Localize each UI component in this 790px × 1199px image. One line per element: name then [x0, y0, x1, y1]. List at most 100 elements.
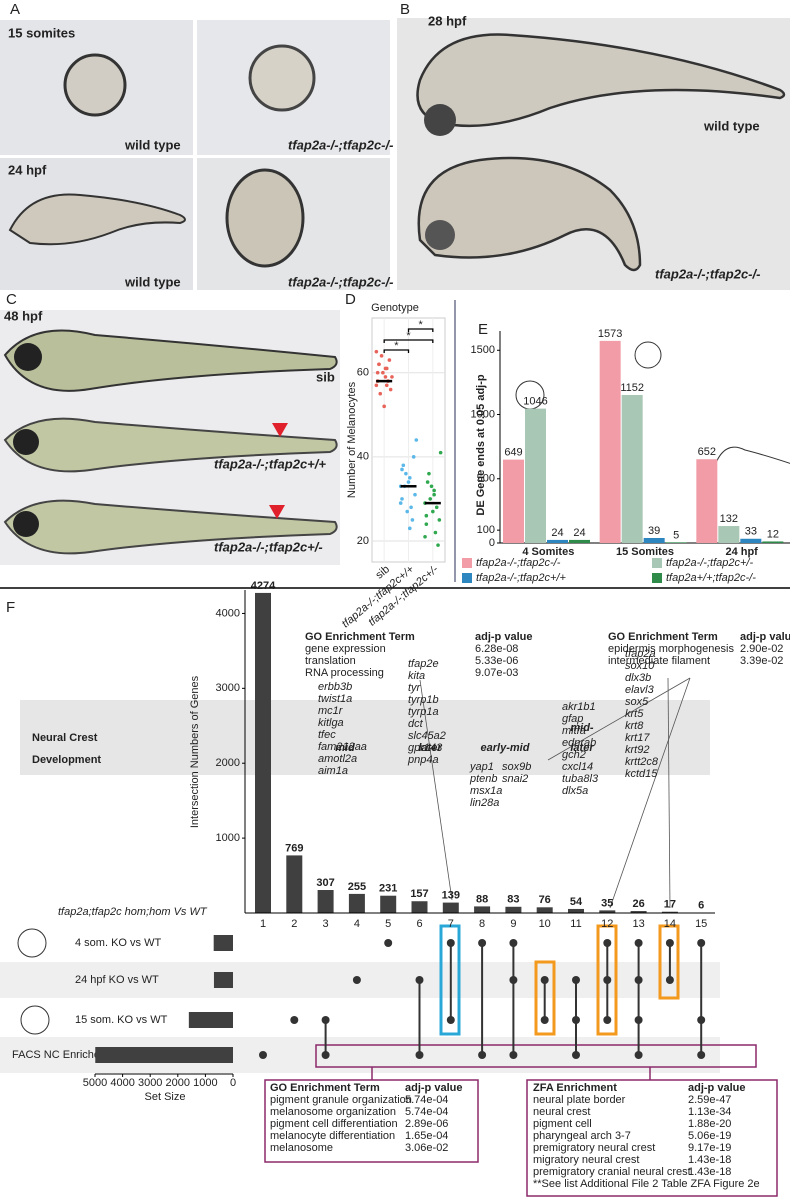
- significance-bracket: [407, 328, 434, 332]
- significance-label: *: [406, 330, 411, 342]
- table-cell: 1.13e-34: [688, 1106, 731, 1118]
- data-point: [434, 505, 439, 510]
- genotype-label: tfap2a-/-;tfap2c-/-: [655, 266, 760, 281]
- gene-name: sox5: [625, 696, 649, 708]
- table-cell: 3.39e-02: [740, 655, 783, 667]
- table-cell: 6.28e-08: [475, 643, 518, 655]
- data-point: [387, 358, 392, 362]
- data-label: 76: [539, 894, 551, 906]
- chart-title: Genotype: [371, 302, 419, 314]
- data-label: 39: [648, 525, 660, 537]
- matrix-dot: [290, 1016, 299, 1024]
- data-point: [433, 530, 438, 535]
- bar: [255, 592, 271, 913]
- gene-name: kita: [408, 670, 425, 682]
- table-cell: 5.06e-19: [688, 1130, 731, 1142]
- data-point: [423, 534, 427, 539]
- stage-label: mid-: [570, 722, 594, 734]
- band: [20, 700, 710, 775]
- data-point: [379, 354, 384, 358]
- y-tick-label: 0: [489, 537, 495, 549]
- data-point: [388, 387, 393, 392]
- data-point: [382, 404, 386, 409]
- matrix-dot: [509, 976, 518, 984]
- matrix-dot: [634, 976, 643, 984]
- set-name: 4 som. KO vs WT: [75, 937, 161, 949]
- stage-label: 48 hpf: [4, 308, 43, 323]
- table-box: [526, 1079, 778, 1197]
- table-footnote: **See list Additional File 2 Table ZFA F…: [533, 1178, 760, 1190]
- gene-name: akr1b1: [562, 701, 596, 713]
- genotype-label: wild type: [703, 118, 760, 133]
- y-tick-label: 4000: [216, 607, 240, 619]
- stage-label: later: [570, 742, 594, 754]
- set-size-bar: [213, 972, 233, 988]
- data-label: 54: [570, 896, 583, 908]
- legend-label: tfap2a-/-;tfap2c+/-: [666, 557, 753, 569]
- bar: [718, 526, 740, 543]
- bar: [547, 539, 568, 543]
- matrix-dot: [634, 939, 643, 947]
- table-cell: translation: [305, 655, 356, 667]
- matrix-dot: [603, 1016, 612, 1024]
- matrix-dot: [697, 1016, 706, 1024]
- matrix-dot: [572, 976, 580, 984]
- data-point: [432, 488, 436, 493]
- set-size-bar: [188, 1012, 233, 1028]
- gene-name: tuba8l3: [562, 773, 599, 785]
- panel-c-photos: [0, 310, 340, 565]
- genotype-label: tfap2a-/-;tfap2c+/+: [214, 456, 326, 471]
- bar: [599, 340, 621, 543]
- table-cell: 9.07e-03: [475, 667, 518, 679]
- legend-swatch: [652, 558, 662, 568]
- gene-name: krt8: [625, 720, 644, 732]
- data-point: [401, 463, 406, 468]
- set-tick-label: 5000: [83, 1077, 107, 1089]
- matrix-dot: [321, 1016, 330, 1024]
- legend-swatch: [462, 558, 472, 568]
- sets-title: tfap2a;tfap2c hom;hom Vs WT: [58, 906, 208, 918]
- bar: [411, 901, 428, 913]
- x-tick-label: 9: [510, 918, 516, 930]
- highlight-box: [315, 1044, 757, 1068]
- table-header: GO Enrichment Term: [305, 631, 415, 643]
- table-cell: 1.43e-18: [688, 1166, 731, 1178]
- matrix-dot: [478, 1051, 487, 1059]
- data-label: 255: [348, 881, 366, 893]
- gene-name: cxcl14: [562, 761, 593, 773]
- y-tick-label: 1000: [216, 832, 240, 844]
- data-point: [429, 484, 434, 489]
- gene-name: lin28a: [470, 797, 499, 809]
- panel-label: F: [6, 599, 15, 616]
- bar: [536, 907, 553, 913]
- set-tick-label: 2000: [166, 1077, 190, 1089]
- matrix-dot: [634, 1016, 643, 1024]
- table-cell: 5.74e-04: [405, 1094, 448, 1106]
- data-label: 307: [316, 877, 334, 889]
- bar: [740, 538, 762, 543]
- gene-name: slc45a2: [408, 730, 446, 742]
- data-point: [384, 383, 389, 388]
- gene-name: dlx3b: [625, 672, 651, 684]
- matrix-dot: [665, 939, 674, 947]
- bar: [661, 911, 678, 913]
- panel-label: E: [478, 321, 488, 338]
- matrix-dot: [697, 1051, 706, 1059]
- table-cell: gene expression: [305, 643, 386, 655]
- x-tick-label: 12: [601, 918, 613, 930]
- set-tick-label: 4000: [110, 1077, 134, 1089]
- y-tick-label: 1500: [471, 344, 495, 356]
- data-label: 231: [379, 883, 397, 895]
- table-header: adj-p value: [405, 1082, 462, 1094]
- matrix-dot: [603, 939, 612, 947]
- data-point: [381, 370, 385, 375]
- significance-bracket: [383, 349, 410, 353]
- data-label: 652: [698, 446, 716, 458]
- y-tick-label: 40: [357, 451, 369, 463]
- set-name: FACS NC Enriched: [12, 1049, 106, 1061]
- bar: [380, 895, 397, 913]
- data-point: [408, 476, 412, 480]
- table-cell: 9.17e-19: [688, 1142, 731, 1154]
- matrix-dot: [603, 976, 612, 984]
- matrix-dot: [446, 939, 455, 947]
